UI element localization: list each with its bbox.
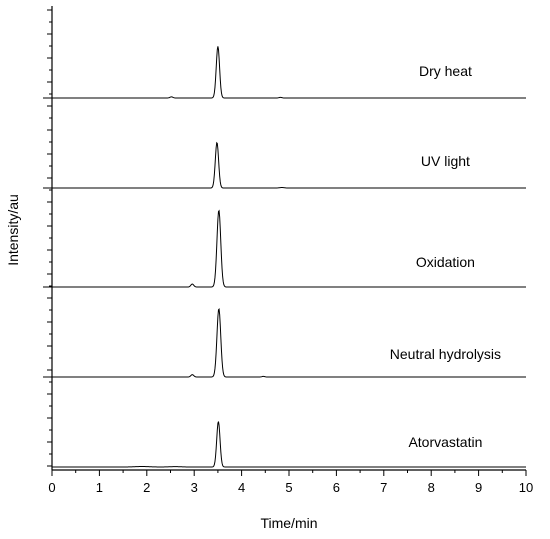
x-tick-label: 10 bbox=[519, 480, 533, 495]
x-tick-label: 5 bbox=[285, 480, 292, 495]
x-tick-label: 1 bbox=[96, 480, 103, 495]
x-axis-label: Time/min bbox=[260, 515, 317, 531]
series-label: Oxidation bbox=[416, 254, 475, 270]
y-tick-group bbox=[43, 9, 52, 467]
series-label: Atorvastatin bbox=[408, 434, 482, 450]
trace-neutral-hydrolysis bbox=[52, 307, 526, 378]
x-axis: 0 1 2 3 4 5 6 7 8 9 10 bbox=[48, 469, 533, 495]
series-label-group: Dry heat UV light Oxidation Neutral hydroly… bbox=[390, 63, 501, 450]
x-tick-group: 0 1 2 3 4 5 6 7 8 9 10 bbox=[48, 470, 533, 495]
series-label: UV light bbox=[421, 153, 470, 169]
x-tick-label: 2 bbox=[143, 480, 150, 495]
trace-oxidation bbox=[52, 209, 526, 288]
series-label: Neutral hydrolysis bbox=[390, 346, 501, 362]
x-tick-label: 9 bbox=[475, 480, 482, 495]
y-axis-label: Intensity/au bbox=[5, 194, 21, 266]
x-tick-label: 6 bbox=[333, 480, 340, 495]
x-tick-label: 3 bbox=[191, 480, 198, 495]
y-axis bbox=[43, 6, 53, 470]
trace-dry-heat bbox=[52, 46, 526, 99]
x-tick-label: 4 bbox=[238, 480, 245, 495]
x-tick-label: 7 bbox=[380, 480, 387, 495]
x-tick-label: 0 bbox=[48, 480, 55, 495]
trace-group bbox=[52, 46, 526, 468]
trace-uv-light bbox=[52, 141, 526, 189]
trace-atorvastatin bbox=[52, 421, 526, 468]
x-tick-label: 8 bbox=[428, 480, 435, 495]
series-label: Dry heat bbox=[419, 63, 472, 79]
